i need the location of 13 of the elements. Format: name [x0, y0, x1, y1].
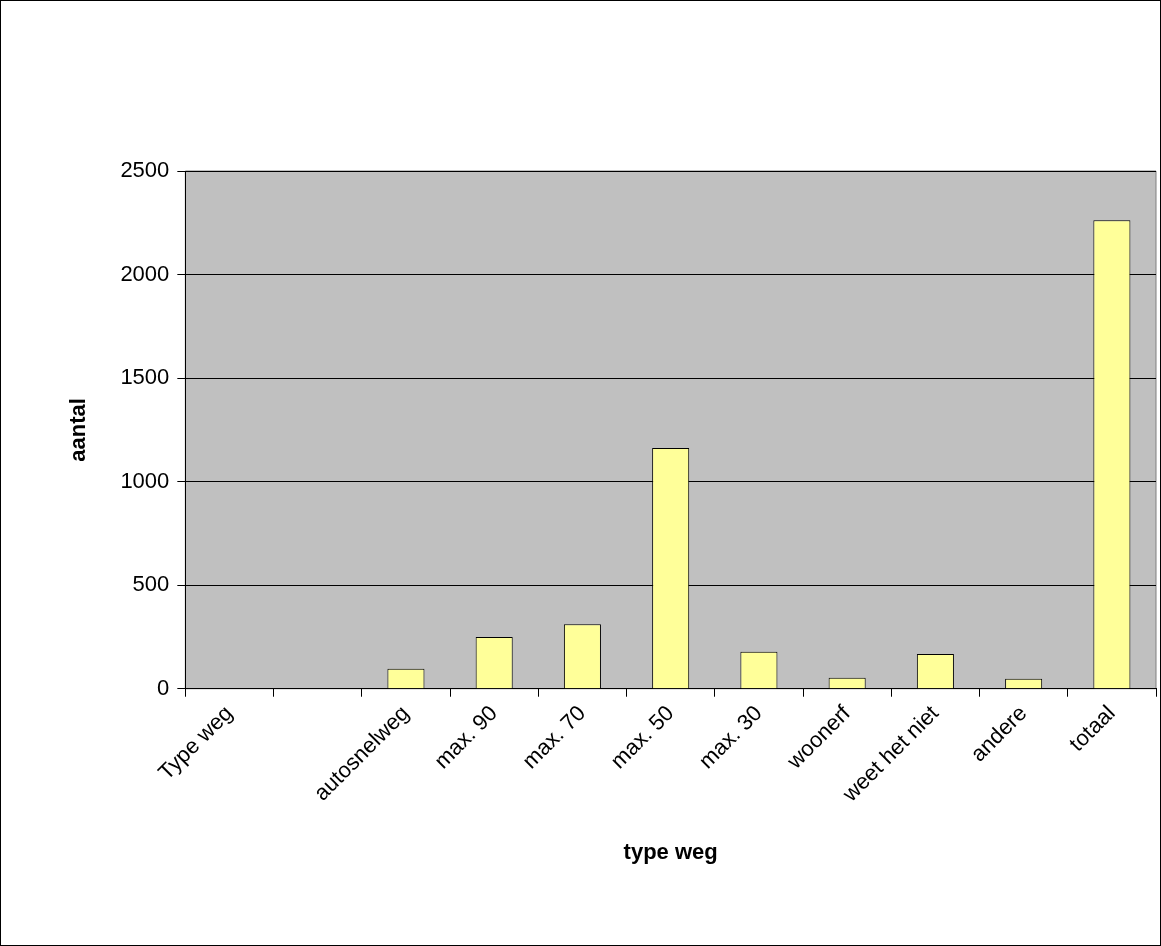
x-axis-title: type weg — [623, 838, 718, 864]
y-axis-title: aantal — [65, 398, 91, 462]
x-tick-label: max. 50 — [605, 700, 679, 774]
y-tick-label: 2000 — [120, 260, 170, 286]
x-tick-label: max. 90 — [428, 700, 503, 774]
y-tick-label: 500 — [132, 571, 170, 597]
x-tick-label: Type weg — [153, 700, 238, 785]
x-tick-label: max. 70 — [517, 700, 591, 774]
y-tick-label: 0 — [157, 674, 170, 700]
x-tick-label: max. 30 — [693, 700, 767, 774]
y-tick-label: 1500 — [120, 364, 170, 390]
y-tick-label: 1000 — [120, 467, 170, 493]
y-tick-label: 2500 — [120, 157, 170, 183]
